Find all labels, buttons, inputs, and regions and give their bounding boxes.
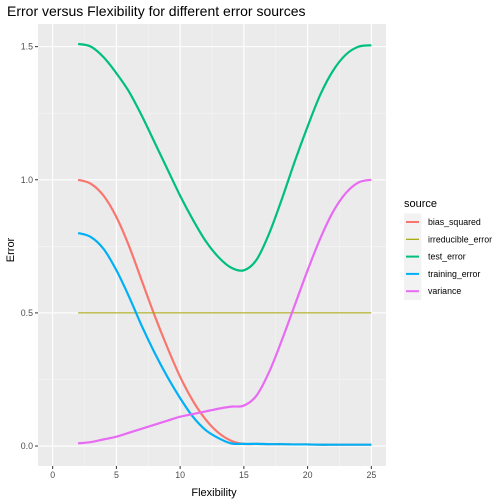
y-tick-label: 0.5 bbox=[21, 308, 33, 318]
x-axis: 0 5 10 15 20 25 bbox=[50, 466, 376, 480]
y-tick-label: 0.0 bbox=[21, 441, 33, 451]
x-tick-label: 5 bbox=[114, 470, 119, 480]
x-tick-label: 25 bbox=[366, 470, 376, 480]
legend-label: training_error bbox=[428, 269, 480, 279]
y-tick-label: 1.5 bbox=[21, 42, 33, 52]
y-tick-label: 1.0 bbox=[21, 175, 33, 185]
y-axis: 0.0 0.5 1.0 1.5 bbox=[21, 42, 38, 451]
legend-label: irreducible_error bbox=[428, 234, 492, 244]
series-line-variance bbox=[78, 178, 372, 445]
legend: source bias_squared irreducible_errortest… bbox=[404, 198, 492, 300]
x-tick-label: 20 bbox=[303, 470, 313, 480]
legend-label: variance bbox=[428, 286, 461, 296]
x-axis-title: Flexibility bbox=[191, 487, 237, 499]
series-lines bbox=[77, 42, 372, 446]
chart-title: Error versus Flexibility for different e… bbox=[7, 3, 306, 19]
legend-title: source bbox=[404, 198, 437, 210]
grid-minor bbox=[38, 24, 386, 466]
x-tick-label: 10 bbox=[175, 470, 185, 480]
series-line-training-error bbox=[77, 231, 372, 446]
legend-label: test_error bbox=[428, 252, 466, 262]
legend-items: bias_squared irreducible_error test_errort… bbox=[404, 213, 492, 300]
x-tick-label: 15 bbox=[239, 470, 249, 480]
legend-label: bias_squared bbox=[428, 217, 481, 227]
series-line-test-error bbox=[77, 42, 372, 272]
x-tick-label: 0 bbox=[50, 470, 55, 480]
y-axis-title: Error bbox=[5, 237, 17, 262]
